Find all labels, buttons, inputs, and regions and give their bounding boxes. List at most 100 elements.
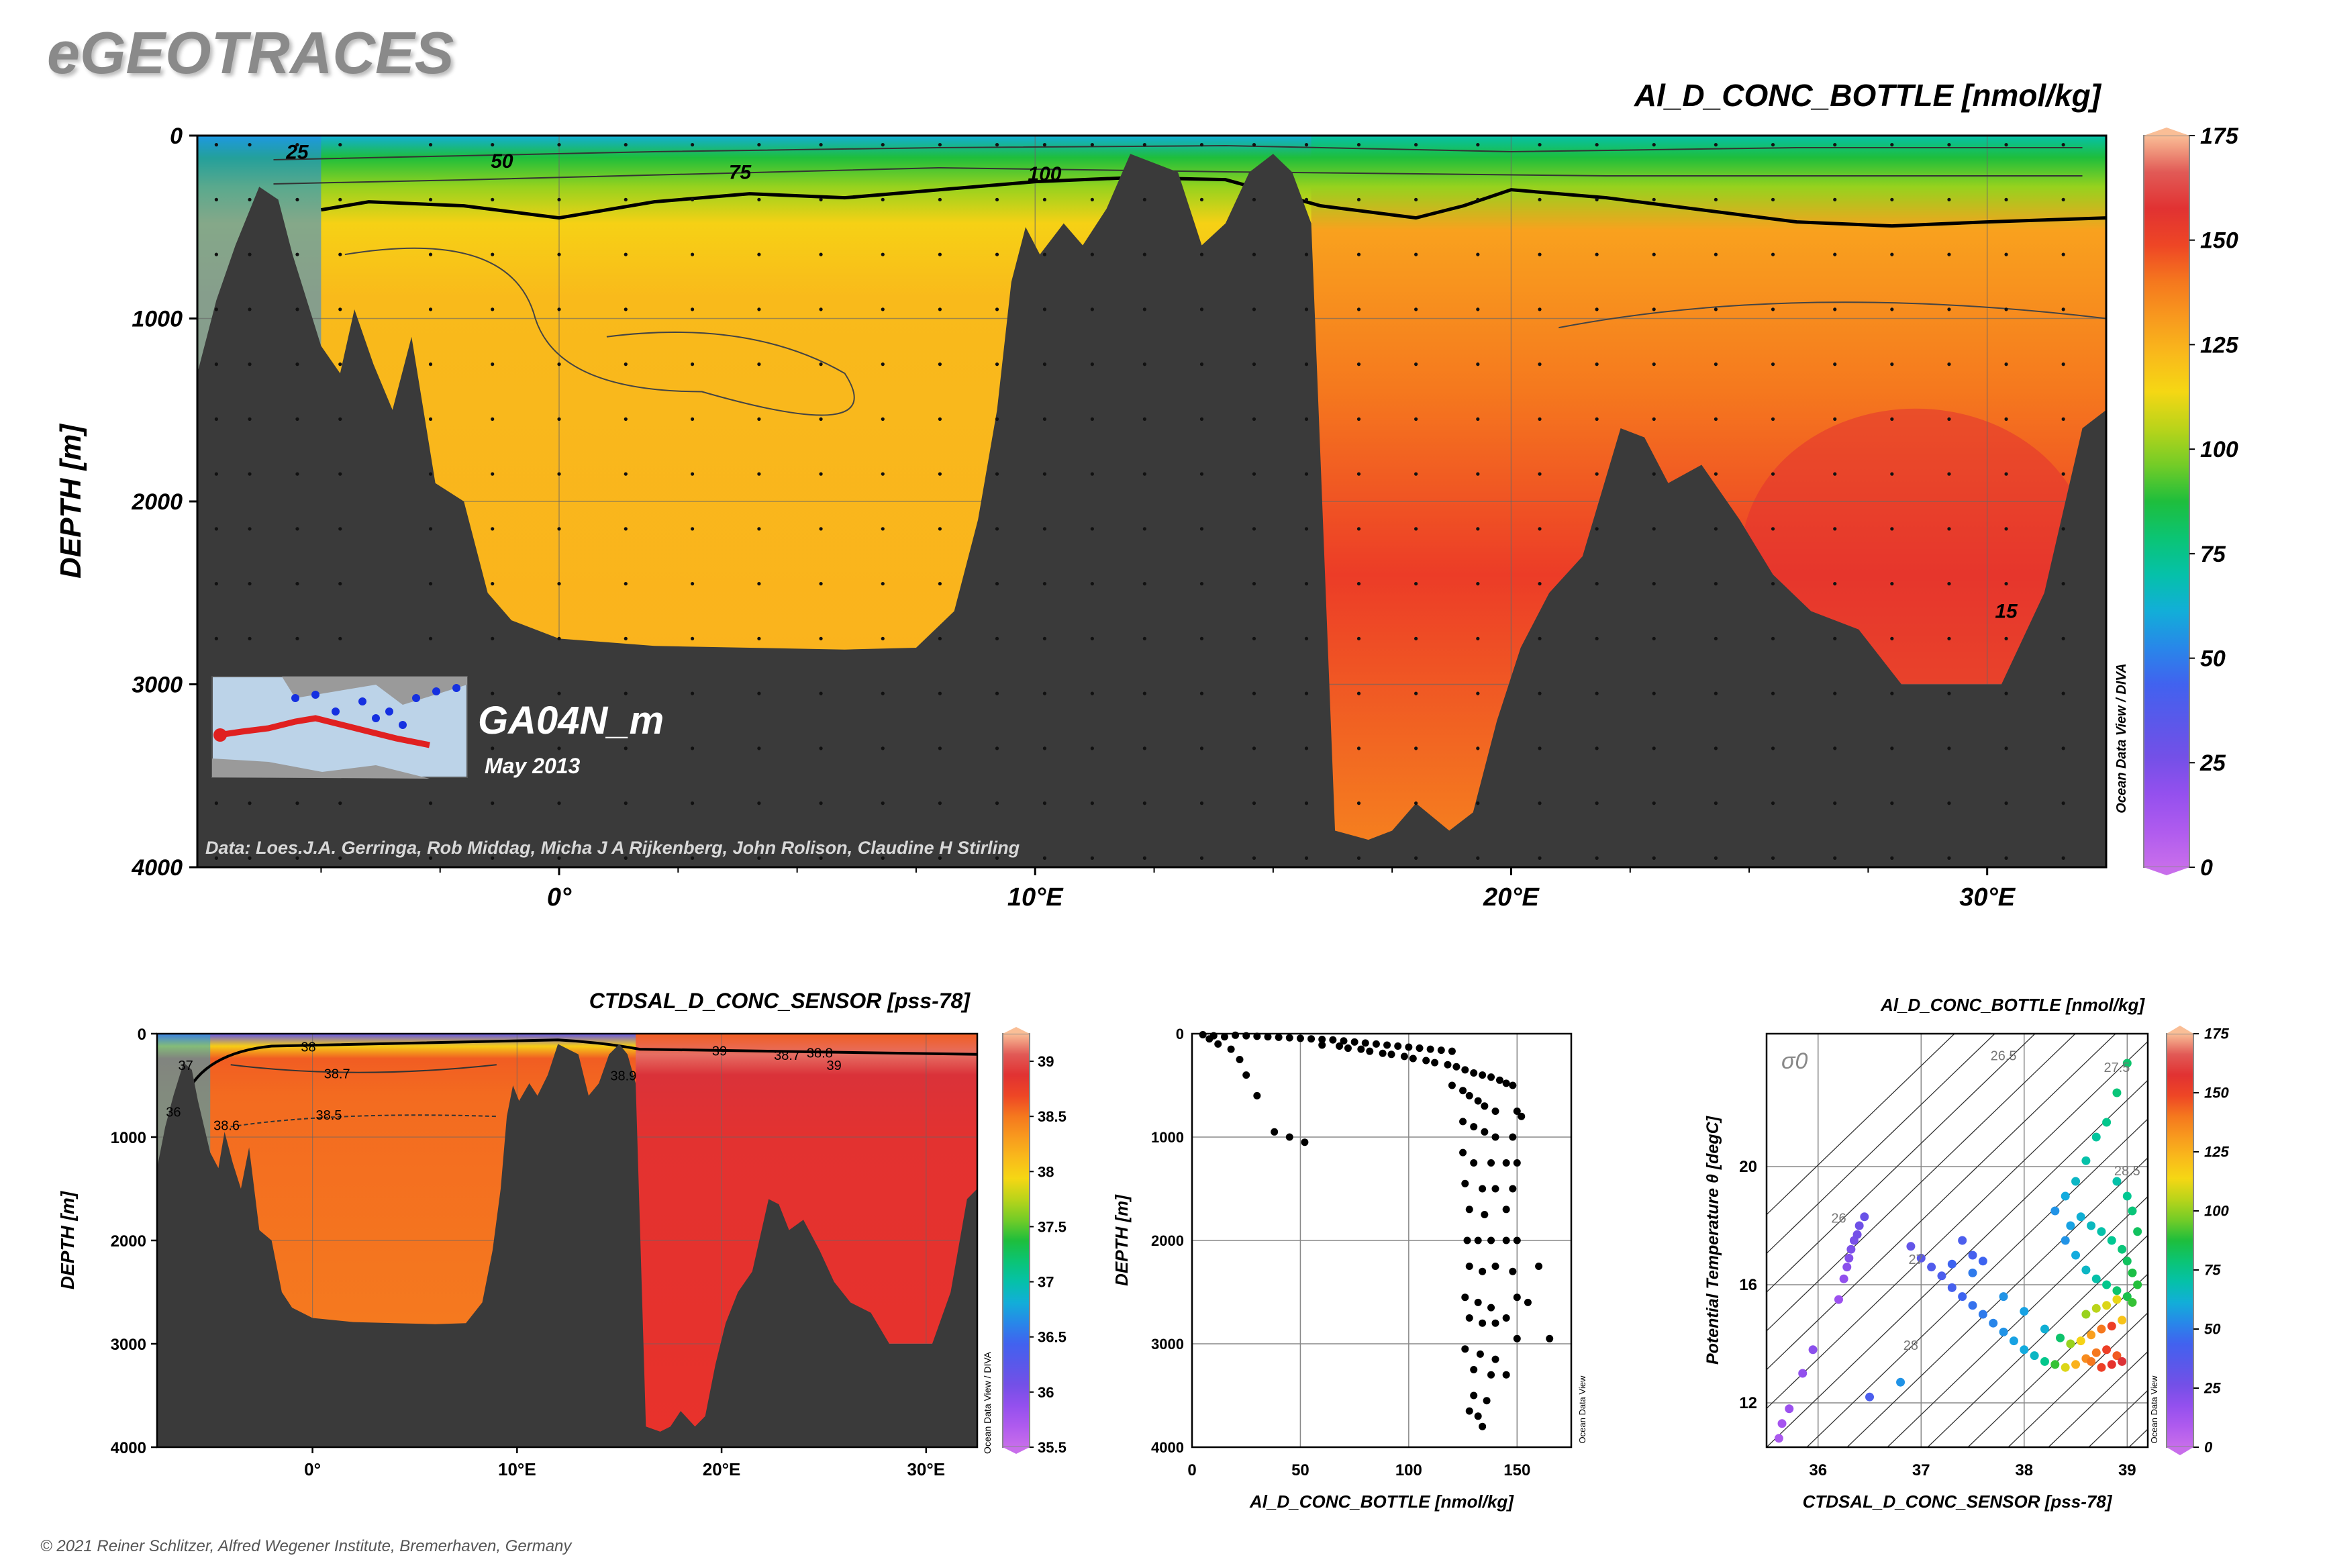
profile-point [1236,1056,1244,1063]
main-sample-dot [1538,362,1542,366]
main-colorbar-bottom-arrow [2144,867,2189,875]
main-sample-dot [819,252,823,256]
main-sample-dot [2061,417,2065,421]
main-sample-dot [1252,307,1256,311]
main-sample-dot [1947,197,1951,201]
profile-point [1502,1079,1510,1087]
salinity-x-tick-label: 0° [304,1459,321,1479]
main-sample-dot [1652,252,1656,256]
main-contour-line [273,166,2083,185]
main-sample-dot [1304,691,1309,695]
main-sample-dot [1538,252,1542,256]
ts-point [1839,1274,1848,1283]
ts-background [1767,1034,2148,1447]
profile-point [1285,1034,1293,1042]
main-sample-dot [757,252,761,256]
main-sample-dot [491,143,495,147]
main-sample-dot [1042,472,1047,476]
main-sample-dot [995,417,999,421]
main-sample-dot [1356,417,1361,421]
profile-point [1481,1102,1489,1110]
profile-point [1220,1033,1228,1041]
main-sample-dot [1652,362,1656,366]
profile-point [1426,1045,1434,1053]
salinity-contour-label: 38.7 [774,1048,800,1063]
ts-point [1854,1221,1864,1230]
main-sample-dot [2061,252,2065,256]
ts-point [2009,1336,2018,1346]
salinity-y-axis-label: DEPTH [m] [57,1190,78,1289]
main-sample-dot [881,691,885,695]
profile-point [1214,1040,1222,1048]
main-sample-dot [819,307,823,311]
main-sample-dot [1476,801,1480,805]
main-sample-dot [1652,801,1656,805]
main-sample-dot [1652,636,1656,640]
main-sample-dot [248,417,252,421]
main-sample-dot [938,527,942,531]
main-contour-line [273,144,2083,160]
profile-point [1461,1066,1469,1074]
main-sample-dot [757,143,761,147]
main-sample-dot [1356,636,1361,640]
ts-colorbar-label: 25 [2204,1380,2221,1397]
main-sample-dot [690,691,695,695]
ts-point [1846,1244,1856,1254]
main-sample-dot [1304,417,1309,421]
main-sample-dot [1252,691,1256,695]
main-sample-dot [557,362,561,366]
profile-point [1546,1334,1554,1342]
main-sample-dot [214,582,218,586]
main-sample-dot [248,252,252,256]
main-sample-dot [2004,801,2008,805]
profile-point [1524,1298,1532,1306]
main-sample-dot [1304,746,1309,750]
profile-point [1479,1422,1487,1430]
main-sample-dot [1890,417,1894,421]
ts-point [2097,1363,2106,1372]
profile-x-tick-label: 100 [1395,1461,1422,1479]
main-bathymetry [197,154,2106,867]
profile-point [1491,1263,1499,1270]
profile-point [1340,1037,1348,1045]
main-sample-dot [1890,252,1894,256]
main-sample-dot [1595,252,1599,256]
main-sample-dot [1042,197,1047,201]
profile-point [1479,1319,1487,1327]
main-sample-dot [995,691,999,695]
main-sample-dot [214,197,218,201]
main-sample-dot [1304,197,1309,201]
main-sample-dot [624,527,628,531]
main-sample-dot [214,252,218,256]
main-sample-dot [757,746,761,750]
main-colorbar-label: 50 [2200,646,2226,671]
main-sample-dot [1356,527,1361,531]
main-sample-dot [624,746,628,750]
main-sample-dot [2061,856,2065,860]
main-colorbar-label: 100 [2200,437,2238,462]
main-sample-dot [1595,417,1599,421]
profile-point [1409,1055,1417,1063]
ts-point [2020,1307,2029,1316]
profile-point [1509,1133,1517,1141]
section-date: May 2013 [485,754,581,778]
ts-point [1958,1236,1967,1245]
main-sample-dot [881,746,885,750]
main-sample-dot [214,801,218,805]
ts-x-tick-label: 39 [2118,1461,2136,1479]
main-sample-dot [491,856,495,860]
main-colorbar-label: 0 [2200,855,2213,881]
main-sample-dot [1304,307,1309,311]
ts-point [1999,1327,2008,1336]
profile-x-tick-label: 150 [1503,1461,1530,1479]
main-sample-dot [819,801,823,805]
main-sample-dot [214,362,218,366]
ts-x-tick-label: 36 [1809,1461,1827,1479]
main-sample-dot [1199,636,1204,640]
main-sample-dot [1090,636,1094,640]
ts-isopycnal [2048,1351,2148,1447]
main-sample-dot [1714,143,1718,147]
main-sample-dot [1714,691,1718,695]
salinity-y-tick-label: 4000 [111,1439,146,1457]
profile-y-tick-label: 2000 [1151,1232,1184,1249]
